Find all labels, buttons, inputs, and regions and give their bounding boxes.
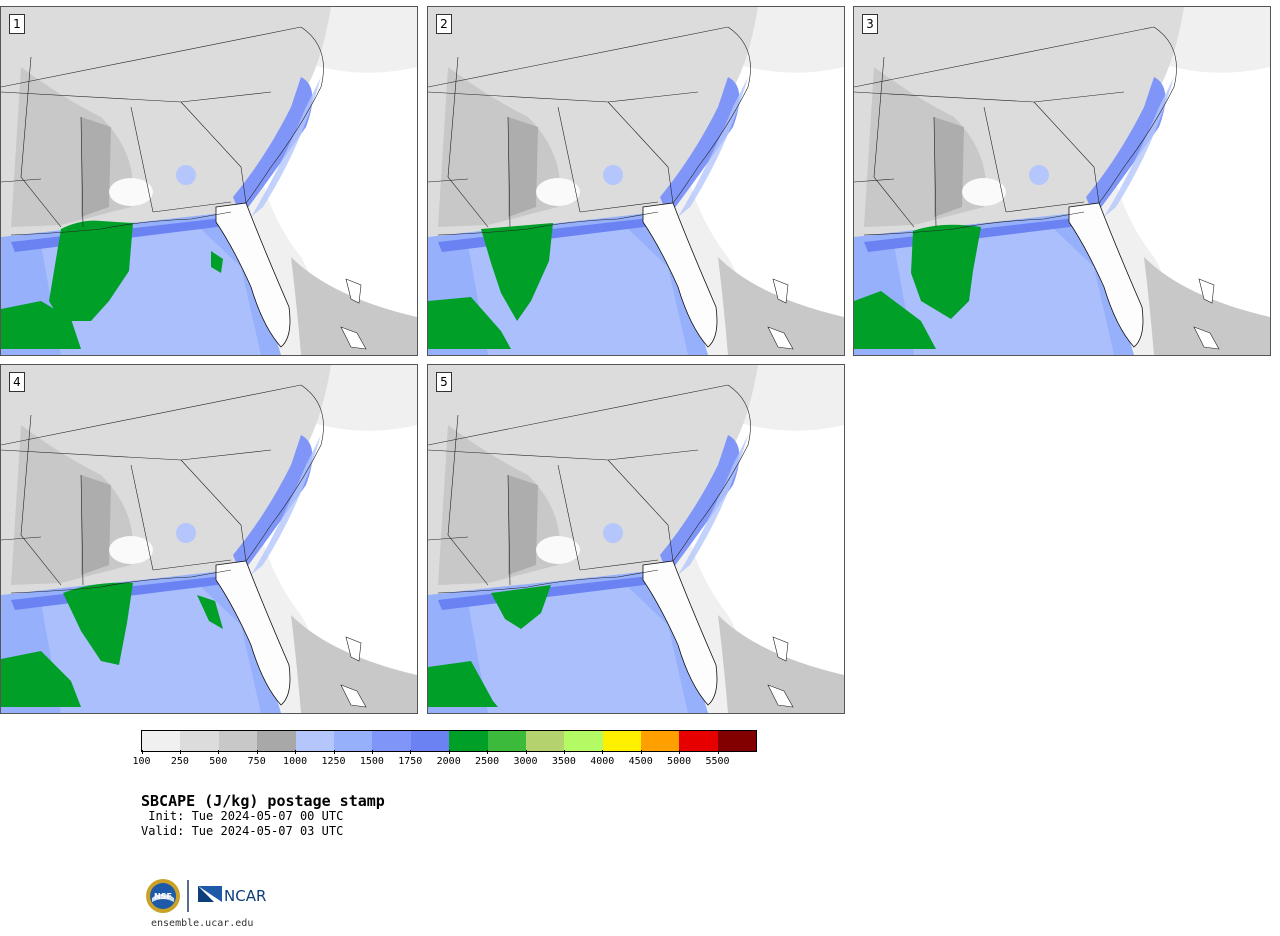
colorbar-swatch bbox=[257, 731, 296, 751]
colorbar-tick-label: 5500 bbox=[705, 756, 730, 767]
panel-number: 1 bbox=[9, 14, 25, 34]
panel-number: 5 bbox=[436, 372, 452, 392]
panel-number: 2 bbox=[436, 14, 452, 34]
colorbar bbox=[141, 730, 758, 752]
colorbar-swatch bbox=[295, 731, 334, 751]
map-field bbox=[428, 365, 844, 713]
colorbar-swatch bbox=[487, 731, 526, 751]
valid-time: Valid: Tue 2024-05-07 03 UTC bbox=[141, 824, 344, 838]
colorbar-tick-label: 1250 bbox=[321, 756, 346, 767]
colorbar-tick-label: 3500 bbox=[551, 756, 576, 767]
colorbar-tickmark bbox=[141, 750, 143, 754]
colorbar-swatch bbox=[372, 731, 411, 751]
colorbar-swatch bbox=[218, 731, 258, 751]
colorbar-tickmark bbox=[295, 750, 297, 754]
colorbar-tick-label: 2500 bbox=[475, 756, 500, 767]
colorbar-tickmark bbox=[487, 750, 489, 754]
colorbar-swatch bbox=[564, 731, 603, 751]
panel-number: 3 bbox=[862, 14, 878, 34]
colorbar-tick-label: 5000 bbox=[667, 756, 692, 767]
init-time: Init: Tue 2024-05-07 00 UTC bbox=[141, 809, 344, 823]
colorbar-tick-label: 100 bbox=[132, 756, 151, 767]
colorbar-tickmark bbox=[333, 750, 335, 754]
colorbar-swatch bbox=[525, 731, 565, 751]
colorbar-tick-label: 250 bbox=[170, 756, 189, 767]
map-field bbox=[1, 7, 417, 355]
colorbar-swatch bbox=[641, 731, 680, 751]
colorbar-tickmark bbox=[563, 750, 565, 754]
colorbar-swatch bbox=[142, 731, 181, 751]
logos: NSF NCAR bbox=[144, 876, 284, 916]
svg-text:NCAR: NCAR bbox=[224, 887, 266, 905]
colorbar-tick-label: 4500 bbox=[628, 756, 653, 767]
svg-text:NSF: NSF bbox=[154, 892, 172, 901]
colorbar-tickmark bbox=[218, 750, 220, 754]
map-field bbox=[428, 7, 844, 355]
colorbar-tick-label: 2000 bbox=[436, 756, 461, 767]
colorbar-tickmark bbox=[525, 750, 527, 754]
colorbar-tickmark bbox=[717, 750, 719, 754]
colorbar-tickmark bbox=[179, 750, 181, 754]
colorbar-swatch bbox=[180, 731, 219, 751]
colorbar-tickmark bbox=[371, 750, 373, 754]
colorbar-swatch bbox=[449, 731, 488, 751]
colorbar-tickmark bbox=[640, 750, 642, 754]
colorbar-swatch bbox=[717, 731, 757, 751]
colorbar-tick-label: 500 bbox=[209, 756, 228, 767]
colorbar-swatch bbox=[679, 731, 718, 751]
colorbar-tick-label: 1000 bbox=[283, 756, 308, 767]
map-panel-5: 5 bbox=[427, 364, 845, 714]
map-panel-4: 4 bbox=[0, 364, 418, 714]
colorbar-swatch bbox=[602, 731, 642, 751]
footer-url: ensemble.ucar.edu bbox=[151, 918, 254, 929]
panel-number: 4 bbox=[9, 372, 25, 392]
colorbar-tickmark bbox=[256, 750, 258, 754]
chart-title: SBCAPE (J/kg) postage stamp bbox=[141, 792, 385, 810]
colorbar-tickmark bbox=[679, 750, 681, 754]
colorbar-tick-label: 4000 bbox=[590, 756, 615, 767]
colorbar-tick-label: 1500 bbox=[359, 756, 384, 767]
ncar-logo-icon: NCAR bbox=[198, 886, 266, 905]
colorbar-tick-label: 1750 bbox=[398, 756, 423, 767]
map-field bbox=[1, 365, 417, 713]
map-panel-3: 3 bbox=[853, 6, 1271, 356]
colorbar-tickmark bbox=[602, 750, 604, 754]
colorbar-tick-label: 3000 bbox=[513, 756, 538, 767]
nsf-logo-icon: NSF bbox=[146, 879, 180, 913]
map-field bbox=[854, 7, 1270, 355]
colorbar-swatch bbox=[410, 731, 450, 751]
colorbar-tickmark bbox=[448, 750, 450, 754]
map-panel-2: 2 bbox=[427, 6, 845, 356]
colorbar-tick-label: 750 bbox=[247, 756, 266, 767]
colorbar-tickmark bbox=[410, 750, 412, 754]
colorbar-swatch bbox=[333, 731, 373, 751]
map-panel-1: 1 bbox=[0, 6, 418, 356]
